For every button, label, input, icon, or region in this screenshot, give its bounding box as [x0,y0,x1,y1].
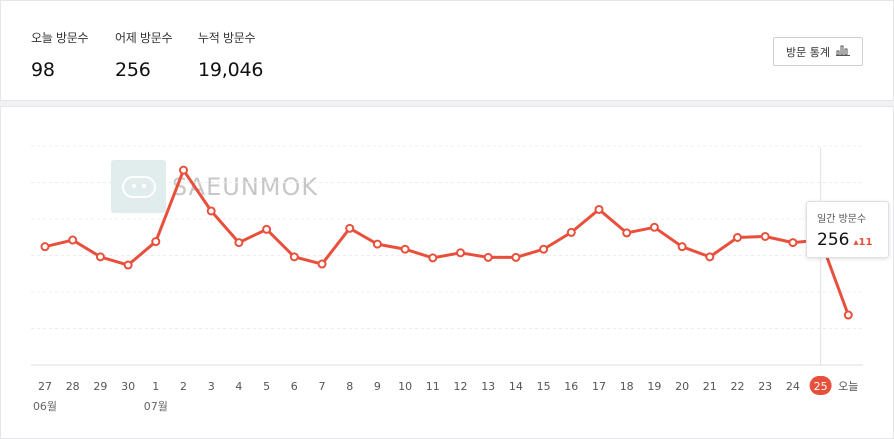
x-tick-label[interactable]: 21 [703,380,717,393]
data-point[interactable] [262,224,272,234]
data-point[interactable] [733,233,742,242]
data-point[interactable] [594,204,604,214]
data-point[interactable] [566,227,576,237]
visit-summary-panel: 오늘 방문수 98 어제 방문수 256 누적 방문수 19,046 방문 통계 [0,0,894,101]
daily-visits-tooltip: 일간 방문수 256 ▴11 [806,201,889,258]
x-tick-label[interactable]: 9 [374,380,381,393]
x-tick-label[interactable]: 28 [66,380,80,393]
yesterday-visits: 어제 방문수 256 [115,29,173,81]
yesterday-visits-label: 어제 방문수 [115,31,173,45]
x-tick-label[interactable]: 10 [398,380,412,393]
data-point[interactable] [372,239,382,249]
today-visits-value: 98 [31,59,55,81]
month-label: 06월 [33,400,57,413]
x-tick-label[interactable]: 6 [291,380,298,393]
daily-visits-chart-panel: SAEUNMOK 27 28 29 30 1 2 3 4 5 6 7 8 9 10 11 12 13 14 15 16… [0,106,894,439]
visit-stats-button[interactable]: 방문 통계 [773,37,863,66]
x-tick-label[interactable]: 17 [592,380,606,393]
x-tick-label[interactable]: 14 [509,380,523,393]
x-tick-label[interactable]: 16 [564,380,578,393]
data-point[interactable] [400,244,410,254]
data-point[interactable] [234,238,244,248]
total-visits: 누적 방문수 19,046 [198,29,263,81]
bar-chart-icon [835,44,850,59]
month-label: 07월 [144,400,168,413]
x-tick-label[interactable]: 29 [93,380,107,393]
x-tick-label[interactable]: 3 [208,380,215,393]
data-point[interactable] [843,310,853,320]
tooltip-label: 일간 방문수 [817,214,867,225]
data-point[interactable] [456,248,465,258]
total-visits-value: 19,046 [198,59,264,81]
x-tick-label[interactable]: 19 [647,380,661,393]
series-line [43,168,850,317]
total-visits-label: 누적 방문수 [198,31,256,45]
data-point[interactable] [649,222,659,232]
data-point[interactable] [317,259,327,269]
data-point[interactable] [123,260,133,270]
selected-day-badge [809,376,832,395]
daily-visits-line-chart: 27 28 29 30 1 2 3 4 5 6 7 8 9 10 11 12 13 14 15 16 17 18 19 20 2… [31,145,863,413]
data-point[interactable] [760,231,770,241]
data-point[interactable] [705,252,715,262]
watermark-logo-icon [111,160,166,213]
data-point[interactable] [428,253,438,263]
x-tick-label[interactable]: 오늘 [838,380,858,393]
data-point[interactable] [289,252,299,262]
data-point[interactable] [95,252,105,262]
x-tick-label[interactable]: 30 [121,380,135,393]
data-point[interactable] [40,242,50,252]
x-tick-label[interactable]: 18 [620,380,634,393]
x-tick-label[interactable]: 24 [786,380,800,393]
x-tick-label[interactable]: 23 [758,380,772,393]
visit-stats-button-label: 방문 통계 [786,45,830,59]
data-point[interactable] [511,252,521,262]
data-point[interactable] [151,237,161,247]
x-tick-label[interactable]: 15 [537,380,551,393]
x-tick-label[interactable]: 12 [454,380,468,393]
x-tick-label[interactable]: 22 [731,380,745,393]
data-point[interactable] [539,244,549,254]
data-point[interactable] [622,228,632,238]
x-tick-label[interactable]: 13 [481,380,495,393]
x-tick-label[interactable]: 20 [675,380,689,393]
watermark: SAEUNMOK [111,160,318,213]
data-point[interactable] [68,235,78,245]
data-point[interactable] [788,238,798,248]
x-tick-label[interactable]: 11 [426,380,440,393]
today-visits: 오늘 방문수 98 [31,29,89,81]
tooltip-delta-value: 11 [858,237,873,248]
x-tick-label[interactable]: 7 [319,380,326,393]
x-tick-label[interactable]: 27 [38,380,52,393]
data-point[interactable] [483,252,493,262]
x-tick-label[interactable]: 25 [814,380,828,393]
yesterday-visits-value: 256 [115,59,151,81]
x-tick-label[interactable]: 1 [152,380,159,393]
data-point[interactable] [179,165,188,175]
data-point[interactable] [206,206,216,216]
triangle-up-icon: ▴ [853,237,859,248]
tooltip-value: 256 [817,230,850,250]
x-tick-label[interactable]: 5 [263,380,270,393]
data-point[interactable] [345,223,355,233]
x-tick-label[interactable]: 8 [346,380,353,393]
x-tick-label[interactable]: 4 [235,380,242,393]
x-tick-label[interactable]: 2 [180,380,187,393]
data-point[interactable] [677,242,687,252]
tooltip-delta: ▴11 [853,237,872,248]
today-visits-label: 오늘 방문수 [31,31,89,45]
